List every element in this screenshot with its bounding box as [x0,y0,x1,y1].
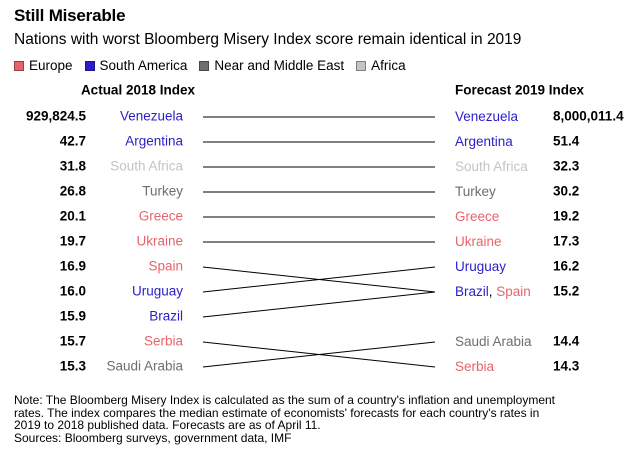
legend-label-south-america: South America [99,58,188,73]
right-country-label: Serbia [455,359,495,374]
right-country-label: Greece [455,209,499,224]
left-country-label: Spain [148,259,183,274]
right-country-label: Uruguay [455,259,506,274]
right-country-label: Venezuela [455,109,519,124]
left-country-label: Argentina [125,134,183,149]
right-value-label: 17.3 [553,234,580,249]
left-value-label: 20.1 [60,209,87,224]
left-country-label: Turkey [142,184,183,199]
left-country-label: Serbia [144,334,184,349]
right-country-label: Ukraine [455,234,502,249]
legend-label-near-middle-east: Near and Middle East [214,58,345,73]
right-value-label: 32.3 [553,159,580,174]
left-header: Actual 2018 Index [81,83,196,98]
right-country-label: South Africa [455,159,528,174]
legend-item-south-america: South America [84,58,188,73]
legend-item-africa: Africa [356,58,406,73]
left-value-label: 31.8 [60,159,87,174]
legend-item-europe: Europe [14,58,73,73]
left-value-label: 16.9 [60,259,86,274]
left-value-label: 15.3 [60,359,87,374]
chart-note: Note: The Bloomberg Misery Index is calc… [14,394,639,444]
left-country-label: Ukraine [136,234,183,249]
right-value-label: 14.4 [553,334,580,349]
right-header: Forecast 2019 Index [455,83,585,98]
right-country-label: Brazil, Spain [455,284,531,299]
legend: Europe South America Near and Middle Eas… [14,58,418,73]
chart-subtitle: Nations with worst Bloomberg Misery Inde… [14,31,522,48]
note-line: 2019 to 2018 published data. Forecasts a… [14,418,321,432]
left-value-label: 19.7 [60,234,86,249]
left-country-label: Uruguay [132,284,183,299]
right-value-label: 51.4 [553,134,580,149]
legend-swatch-near-middle-east [199,60,210,71]
note-line: rates. The index compares the median est… [14,405,540,420]
left-country-label: Greece [139,209,183,224]
left-country-label: Venezuela [120,109,184,124]
slope-line [202,291,436,318]
slope-line [202,266,436,293]
legend-swatch-africa [356,60,367,71]
legend-label-africa: Africa [371,58,406,73]
right-value-label: 30.2 [553,184,579,199]
legend-swatch-south-america [84,60,95,71]
slope-line [202,341,436,368]
note-line: Note: The Bloomberg Misery Index is calc… [14,393,556,407]
right-country-label: Saudi Arabia [455,334,532,349]
right-value-label: 16.2 [553,259,579,274]
sources-line: Sources: Bloomberg surveys, government d… [14,430,292,445]
legend-swatch-europe [14,60,24,71]
legend-label-europe: Europe [29,58,73,73]
left-country-label: South Africa [110,159,183,174]
left-country-label: Brazil [149,309,183,324]
left-value-label: 15.9 [60,309,86,324]
right-value-label: 19.2 [553,209,579,224]
left-value-label: 16.0 [60,284,86,299]
slope-chart: Actual 2018 Index Forecast 2019 Index 929,… [26,83,624,374]
right-value-label: 15.2 [553,284,579,299]
left-value-label: 929,824.5 [26,109,87,124]
right-country-label: Argentina [455,134,513,149]
left-value-label: 15.7 [60,334,86,349]
right-country-label: Turkey [455,184,496,199]
left-country-label: Saudi Arabia [106,359,183,374]
left-value-label: 26.8 [60,184,87,199]
left-value-label: 42.7 [60,134,86,149]
right-value-label: 8,000,011.4 [553,109,624,124]
chart-title: Still Miserable [14,6,126,25]
right-value-label: 14.3 [553,359,580,374]
legend-item-near-middle-east: Near and Middle East [199,58,344,73]
